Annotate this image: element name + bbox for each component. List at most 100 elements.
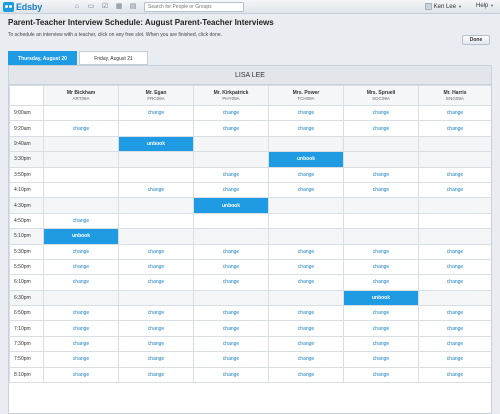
change-link[interactable]: change: [193, 181, 269, 199]
time-label: 5:50pm: [9, 258, 44, 276]
change-link[interactable]: change: [193, 243, 269, 260]
change-link[interactable]: change: [268, 305, 344, 322]
calendar-icon[interactable]: ▦: [115, 3, 123, 10]
empty-slot: [418, 135, 491, 153]
change-link[interactable]: change: [193, 351, 269, 368]
change-link[interactable]: change: [118, 320, 194, 337]
change-link[interactable]: change: [268, 366, 344, 384]
empty-slot: [43, 166, 119, 183]
change-link[interactable]: change: [118, 351, 194, 368]
user-menu[interactable]: Ken Lee ▼: [424, 3, 462, 10]
change-link[interactable]: change: [418, 305, 491, 322]
change-link[interactable]: change: [343, 120, 419, 137]
change-link[interactable]: change: [118, 274, 194, 291]
unbook-button[interactable]: unbook: [43, 228, 119, 245]
change-link[interactable]: change: [268, 120, 344, 137]
empty-slot: [418, 197, 491, 214]
done-button[interactable]: Done: [462, 35, 490, 45]
help-menu[interactable]: Help ▼: [476, 3, 494, 9]
change-link[interactable]: change: [343, 258, 419, 276]
time-slot-row: 9:40am unbook: [9, 135, 491, 153]
change-link[interactable]: change: [118, 305, 194, 322]
change-link[interactable]: change: [418, 320, 491, 337]
change-link[interactable]: change: [118, 258, 194, 276]
empty-slot: [118, 212, 194, 230]
change-link[interactable]: change: [418, 274, 491, 291]
change-link[interactable]: change: [268, 258, 344, 276]
change-link[interactable]: change: [343, 351, 419, 368]
tab-thursday[interactable]: Thursday, August 20: [8, 51, 77, 65]
change-link[interactable]: change: [418, 366, 491, 384]
change-link[interactable]: change: [418, 104, 491, 122]
change-link[interactable]: change: [343, 335, 419, 353]
change-link[interactable]: change: [193, 366, 269, 384]
search-input[interactable]: [144, 2, 244, 12]
change-link[interactable]: change: [418, 120, 491, 137]
change-link[interactable]: change: [193, 166, 269, 183]
time-label: 6:50pm: [9, 305, 44, 322]
change-link[interactable]: change: [268, 243, 344, 260]
change-link[interactable]: change: [418, 258, 491, 276]
change-link[interactable]: change: [418, 181, 491, 199]
change-link[interactable]: change: [43, 243, 119, 260]
change-link[interactable]: change: [43, 305, 119, 322]
time-label: 4:50pm: [9, 212, 44, 230]
change-link[interactable]: change: [268, 274, 344, 291]
change-link[interactable]: change: [118, 243, 194, 260]
change-link[interactable]: change: [343, 166, 419, 183]
change-link[interactable]: change: [43, 274, 119, 291]
unbook-button[interactable]: unbook: [193, 197, 269, 214]
change-link[interactable]: change: [418, 166, 491, 183]
change-link[interactable]: change: [118, 181, 194, 199]
change-link[interactable]: change: [193, 335, 269, 353]
edsby-logo[interactable]: Edsby: [3, 2, 42, 12]
change-link[interactable]: change: [43, 258, 119, 276]
chat-icon[interactable]: ▭: [87, 3, 95, 10]
change-link[interactable]: change: [193, 320, 269, 337]
change-link[interactable]: change: [268, 166, 344, 183]
change-link[interactable]: change: [193, 258, 269, 276]
change-link[interactable]: change: [43, 366, 119, 384]
check-icon[interactable]: ☑: [101, 3, 109, 10]
time-slot-row: 8:10pm change change change change change chan…: [9, 366, 491, 384]
change-link[interactable]: change: [268, 335, 344, 353]
change-link[interactable]: change: [268, 320, 344, 337]
change-link[interactable]: change: [43, 120, 119, 137]
change-link[interactable]: change: [43, 320, 119, 337]
change-link[interactable]: change: [418, 351, 491, 368]
time-slot-row: 4:30pm unbook: [9, 197, 491, 214]
change-link[interactable]: change: [43, 212, 119, 230]
unbook-button[interactable]: unbook: [343, 289, 419, 307]
change-link[interactable]: change: [268, 181, 344, 199]
change-link[interactable]: change: [343, 181, 419, 199]
change-link[interactable]: change: [193, 120, 269, 137]
change-link[interactable]: change: [343, 305, 419, 322]
change-link[interactable]: change: [43, 351, 119, 368]
user-name: Ken Lee: [433, 3, 457, 10]
empty-slot: [193, 289, 269, 307]
unbook-button[interactable]: unbook: [268, 151, 344, 168]
change-link[interactable]: change: [343, 320, 419, 337]
change-link[interactable]: change: [343, 243, 419, 260]
change-link[interactable]: change: [193, 305, 269, 322]
change-link[interactable]: change: [268, 104, 344, 122]
change-link[interactable]: change: [343, 366, 419, 384]
change-link[interactable]: change: [118, 335, 194, 353]
document-icon[interactable]: ▤: [129, 3, 137, 10]
schedule-panel: LISA LEE Mr Bickham ART09A Mr. Egan FRC09A M…: [8, 65, 492, 414]
change-link[interactable]: change: [118, 104, 194, 122]
change-link[interactable]: change: [418, 243, 491, 260]
change-link[interactable]: change: [193, 104, 269, 122]
change-link[interactable]: change: [43, 335, 119, 353]
empty-slot: [268, 135, 344, 153]
time-label: 3:50pm: [9, 166, 44, 183]
change-link[interactable]: change: [343, 104, 419, 122]
change-link[interactable]: change: [118, 366, 194, 384]
tab-friday[interactable]: Friday, August 21: [79, 51, 148, 65]
change-link[interactable]: change: [193, 274, 269, 291]
change-link[interactable]: change: [268, 351, 344, 368]
change-link[interactable]: change: [418, 335, 491, 353]
home-icon[interactable]: ⌂: [74, 3, 80, 10]
unbook-button[interactable]: unbook: [118, 135, 194, 153]
change-link[interactable]: change: [343, 274, 419, 291]
